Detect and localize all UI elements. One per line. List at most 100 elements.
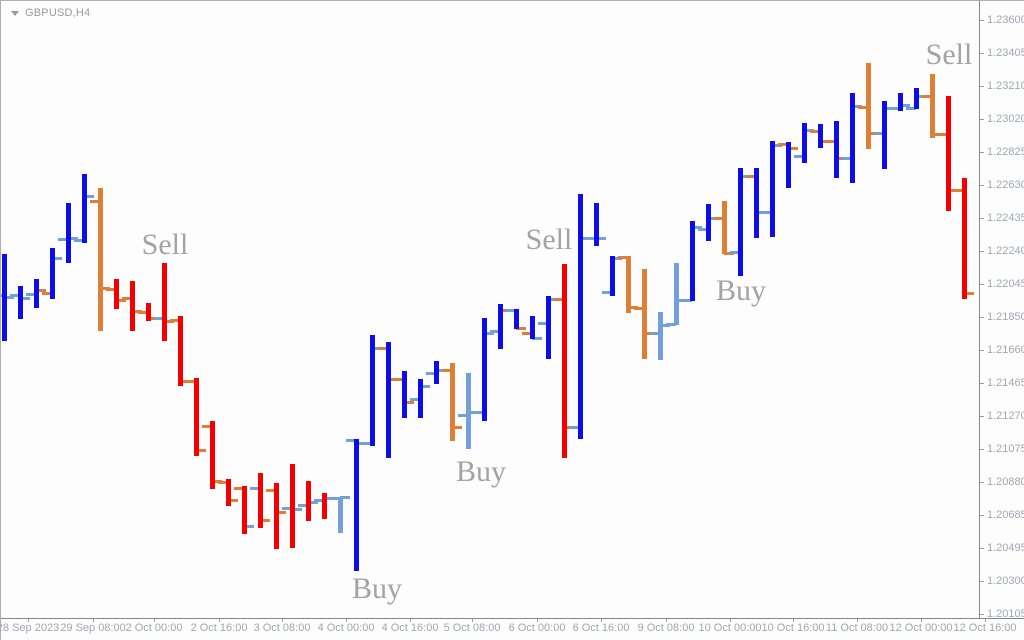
- bar-close-tick: [180, 379, 190, 383]
- bar-close-tick: [292, 508, 302, 512]
- bar-close-tick: [612, 257, 622, 261]
- price-axis-label: 1.23600: [987, 13, 1024, 26]
- chevron-down-icon[interactable]: [11, 11, 19, 16]
- ohlc-bar: [145, 302, 151, 321]
- price-axis-label: 1.22435: [987, 211, 1024, 224]
- ohlc-bar: [129, 280, 135, 332]
- ohlc-bar: [961, 178, 967, 300]
- price-axis-tick: [980, 86, 984, 87]
- bar-close-tick: [580, 237, 590, 241]
- ohlc-bar: [529, 315, 535, 339]
- ohlc-bar: [625, 256, 631, 313]
- bar-open-tick: [10, 294, 20, 298]
- ohlc-bar: [497, 303, 503, 349]
- signal-label-buy: Buy: [455, 455, 507, 488]
- price-axis-tick: [980, 119, 984, 120]
- bar-open-tick: [474, 411, 484, 415]
- bar-close-tick: [676, 299, 686, 303]
- ohlc-bar: [321, 492, 327, 519]
- price-axis-tick: [980, 482, 984, 483]
- signal-label-sell: Sell: [141, 228, 189, 261]
- ohlc-bar: [337, 497, 343, 533]
- ohlc-bar: [465, 372, 471, 450]
- bar-close-tick: [484, 331, 494, 335]
- bar-close-tick: [788, 147, 798, 151]
- time-axis-label: 6 Oct 00:00: [508, 622, 566, 634]
- time-axis-label: 10 Oct 16:00: [761, 622, 825, 634]
- ohlc-bar: [513, 308, 519, 330]
- ohlc-bar: [737, 167, 743, 277]
- bar-close-tick: [244, 525, 254, 529]
- bar-close-tick: [100, 286, 110, 290]
- ohlc-bar: [49, 247, 55, 300]
- ohlc-bar: [609, 256, 615, 296]
- bar-close-tick: [948, 189, 958, 193]
- bar-close-tick: [516, 326, 526, 330]
- bar-close-tick: [724, 251, 734, 255]
- price-axis-tick: [980, 350, 984, 351]
- bar-close-tick: [404, 400, 414, 404]
- time-axis-tick: [793, 619, 794, 622]
- time-axis-label: 6 Oct 16:00: [572, 622, 630, 634]
- price-axis-tick: [980, 416, 984, 417]
- price-axis-tick: [980, 152, 984, 153]
- bar-open-tick: [522, 332, 532, 336]
- time-axis-label: 10 Oct 00:00: [698, 622, 762, 634]
- bar-open-tick: [682, 299, 692, 303]
- bar-close-tick: [68, 236, 78, 240]
- bar-close-tick: [932, 132, 942, 136]
- bar-close-tick: [644, 332, 654, 336]
- bar-open-tick: [410, 397, 420, 401]
- ohlc-bar: [673, 263, 679, 326]
- signal-label-buy: Buy: [351, 572, 403, 605]
- chart-plot-area[interactable]: [1, 1, 979, 618]
- ohlc-bar: [417, 379, 423, 419]
- ohlc-bar: [945, 95, 951, 212]
- ohlc-bar: [369, 334, 375, 446]
- bar-open-tick: [458, 413, 468, 417]
- time-axis-label: 11 Oct 08:00: [825, 622, 889, 634]
- bar-close-tick: [772, 143, 782, 147]
- ohlc-bar: [385, 341, 391, 458]
- price-axis-label: 1.21075: [987, 442, 1024, 455]
- ohlc-bar: [881, 101, 887, 170]
- bar-open-tick: [170, 318, 180, 322]
- bar-close-tick: [52, 257, 62, 261]
- price-axis-tick: [980, 20, 984, 21]
- bar-open-tick: [506, 308, 516, 312]
- price-axis-tick: [980, 449, 984, 450]
- ohlc-bar: [81, 174, 87, 244]
- ohlc-bar: [785, 142, 791, 189]
- ohlc-bar: [449, 363, 455, 442]
- ohlc-bar: [801, 123, 807, 163]
- signal-label-sell: Sell: [925, 38, 973, 71]
- bar-open-tick: [346, 439, 356, 443]
- ohlc-bar: [289, 464, 295, 548]
- bar-close-tick: [756, 211, 766, 215]
- time-axis-line: [1, 618, 1024, 619]
- price-axis-label: 1.22630: [987, 178, 1024, 191]
- ohlc-bar: [929, 73, 935, 138]
- bar-open-tick: [906, 106, 916, 110]
- bar-close-tick: [852, 104, 862, 108]
- ohlc-bar: [161, 263, 167, 341]
- bar-open-tick: [570, 426, 580, 430]
- price-axis-tick: [980, 251, 984, 252]
- time-axis-label: 28 Sep 2023: [0, 622, 60, 634]
- price-axis-label: 1.20685: [987, 508, 1024, 521]
- time-axis-tick: [282, 619, 283, 622]
- ohlc-bar: [113, 279, 119, 310]
- price-axis-label: 1.23210: [987, 79, 1024, 92]
- bar-close-tick: [436, 368, 446, 372]
- price-axis-label: 1.22825: [987, 145, 1024, 158]
- bar-close-tick: [228, 499, 238, 503]
- bar-close-tick: [132, 309, 142, 313]
- price-axis-tick: [980, 548, 984, 549]
- time-axis-label: 29 Sep 08:00: [60, 622, 126, 634]
- ohlc-bar: [1, 254, 7, 342]
- bar-close-tick: [308, 500, 318, 504]
- ohlc-bar: [817, 124, 823, 149]
- bar-close-tick: [4, 296, 14, 300]
- ohlc-bar: [353, 439, 359, 571]
- price-axis-label: 1.20300: [987, 574, 1024, 587]
